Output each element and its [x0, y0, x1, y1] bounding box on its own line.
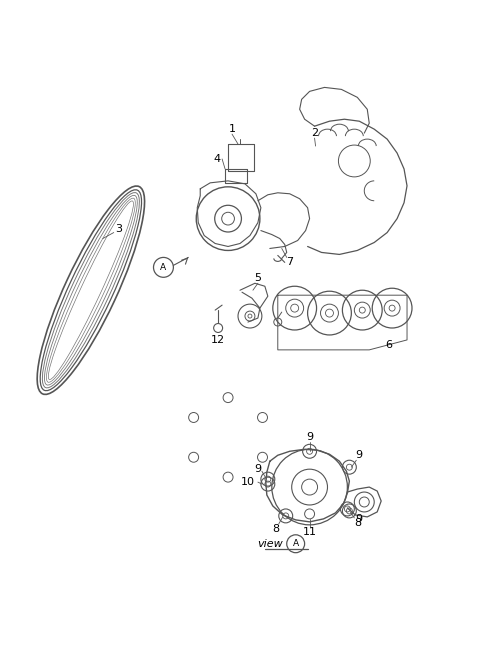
Text: 5: 5	[254, 274, 262, 283]
Text: 4: 4	[214, 154, 221, 164]
Text: A: A	[293, 539, 299, 548]
Text: 6: 6	[385, 340, 393, 350]
Text: 11: 11	[302, 527, 317, 537]
Text: 8: 8	[354, 518, 361, 528]
Text: 8: 8	[272, 524, 279, 534]
Text: 9: 9	[254, 464, 262, 474]
Text: 9: 9	[356, 514, 363, 524]
Text: 3: 3	[115, 224, 122, 234]
Text: 7: 7	[286, 257, 293, 268]
Text: 2: 2	[311, 128, 318, 138]
Text: 9: 9	[306, 432, 313, 442]
Text: 9: 9	[356, 450, 363, 461]
Text: A: A	[160, 263, 167, 272]
Text: view: view	[257, 539, 283, 549]
Text: 1: 1	[228, 124, 236, 134]
Text: 10: 10	[241, 477, 255, 487]
Text: 12: 12	[211, 335, 225, 345]
